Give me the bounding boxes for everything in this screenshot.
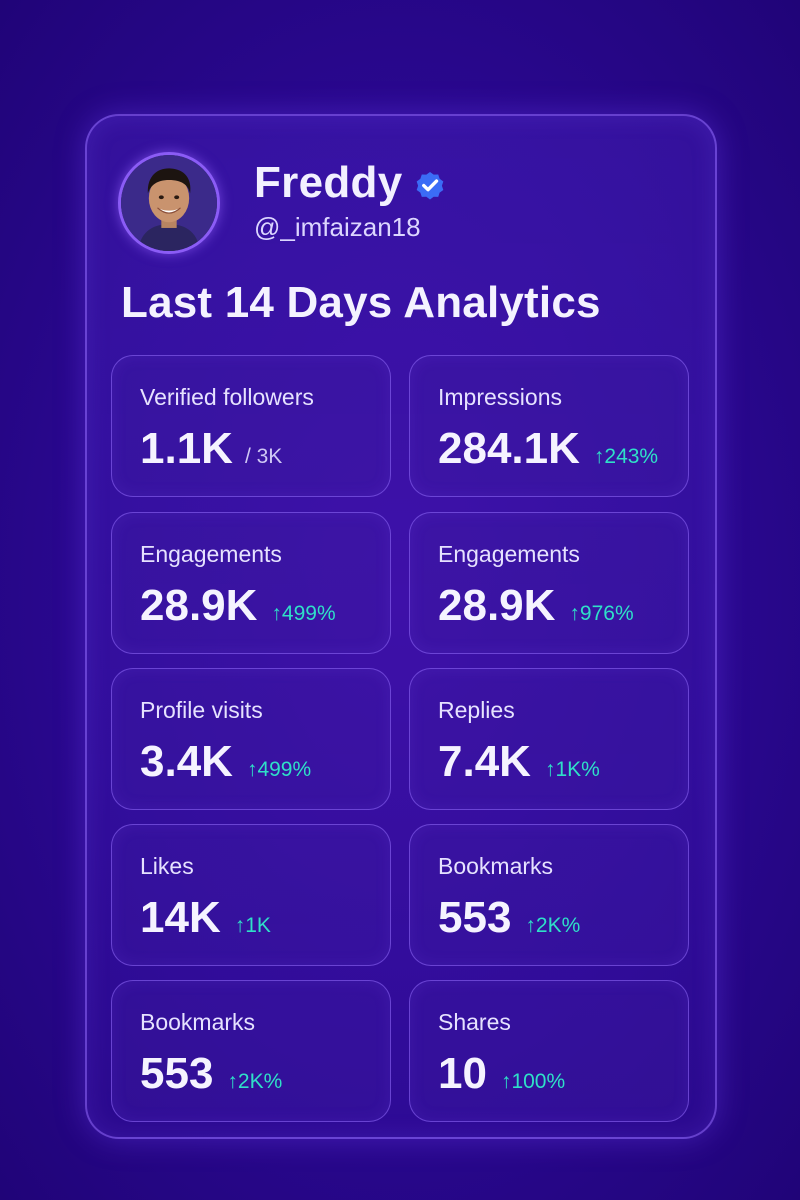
stat-label: Engagements xyxy=(140,541,282,567)
profile-name-row: Freddy xyxy=(254,156,447,210)
stat-value-row: 7.4K ↑1K% xyxy=(438,737,600,787)
stat-delta: ↑100% xyxy=(500,1070,566,1093)
stat-label: Impressions xyxy=(438,384,562,410)
stat-value-row: 10 ↑100% xyxy=(438,1049,565,1099)
stat-delta: ↑2K% xyxy=(525,914,581,937)
stat-value: 553 xyxy=(140,1049,214,1098)
stat-card-shares[interactable]: Shares 10 ↑100% xyxy=(409,980,689,1122)
avatar[interactable] xyxy=(118,152,220,254)
stat-value: 1.1K xyxy=(140,424,233,473)
profile-name: Freddy xyxy=(254,158,403,207)
verified-badge-icon xyxy=(416,171,443,200)
stat-total: / 3K xyxy=(244,445,283,468)
stat-label: Likes xyxy=(140,853,194,879)
stat-delta: ↑976% xyxy=(569,602,634,625)
stat-card-engagements-2[interactable]: Engagements 28.9K ↑976% xyxy=(409,512,689,654)
stat-label: Profile visits xyxy=(140,697,263,723)
stat-value-row: 3.4K ↑499% xyxy=(140,737,311,787)
stat-delta: ↑243% xyxy=(593,445,659,468)
stat-value: 28.9K xyxy=(140,581,258,630)
stat-delta: ↑499% xyxy=(271,602,336,625)
page-title: Last 14 Days Analytics xyxy=(121,278,601,327)
stat-label: Engagements xyxy=(438,541,580,567)
avatar-photo xyxy=(121,155,217,251)
stat-value: 7.4K xyxy=(438,737,531,786)
stat-card-bookmarks[interactable]: Bookmarks 553 ↑2K% xyxy=(409,824,689,966)
stat-value: 284.1K xyxy=(438,424,580,473)
stat-value-row: 14K ↑1K xyxy=(140,893,271,943)
stat-label: Replies xyxy=(438,697,515,723)
stat-value: 10 xyxy=(438,1049,487,1098)
stat-delta: ↑2K% xyxy=(227,1070,283,1093)
profile-handle[interactable]: @_imfaizan18 xyxy=(254,212,421,242)
stat-value-row: 28.9K ↑499% xyxy=(140,581,336,631)
stat-card-likes[interactable]: Likes 14K ↑1K xyxy=(111,824,391,966)
stat-value-row: 553 ↑2K% xyxy=(140,1049,282,1099)
analytics-card xyxy=(85,114,717,1139)
stat-value-row: 284.1K ↑243% xyxy=(438,424,658,474)
stat-label: Bookmarks xyxy=(438,853,554,879)
stat-card-impressions[interactable]: Impressions 284.1K ↑243% xyxy=(409,355,689,497)
stat-label: Bookmarks xyxy=(140,1009,256,1035)
stat-card-engagements[interactable]: Engagements 28.9K ↑499% xyxy=(111,512,391,654)
stat-card-profile-visits[interactable]: Profile visits 3.4K ↑499% xyxy=(111,668,391,810)
stat-card-verified-followers[interactable]: Verified followers 1.1K / 3K xyxy=(111,355,391,497)
stat-value-row: 28.9K ↑976% xyxy=(438,581,634,631)
stat-value-row: 553 ↑2K% xyxy=(438,893,580,943)
stat-delta: ↑499% xyxy=(246,758,312,781)
stat-delta: ↑1K% xyxy=(544,758,600,781)
stat-value: 3.4K xyxy=(140,737,233,786)
stat-value: 28.9K xyxy=(438,581,556,630)
stat-card-replies[interactable]: Replies 7.4K ↑1K% xyxy=(409,668,689,810)
stat-label: Shares xyxy=(438,1009,511,1035)
stat-value: 14K xyxy=(140,893,221,942)
stat-value-row: 1.1K / 3K xyxy=(140,424,282,474)
stat-card-bookmarks-2[interactable]: Bookmarks 553 ↑2K% xyxy=(111,980,391,1122)
stat-value: 553 xyxy=(438,893,512,942)
stat-delta: ↑1K xyxy=(234,914,271,937)
stat-label: Verified followers xyxy=(140,384,314,410)
